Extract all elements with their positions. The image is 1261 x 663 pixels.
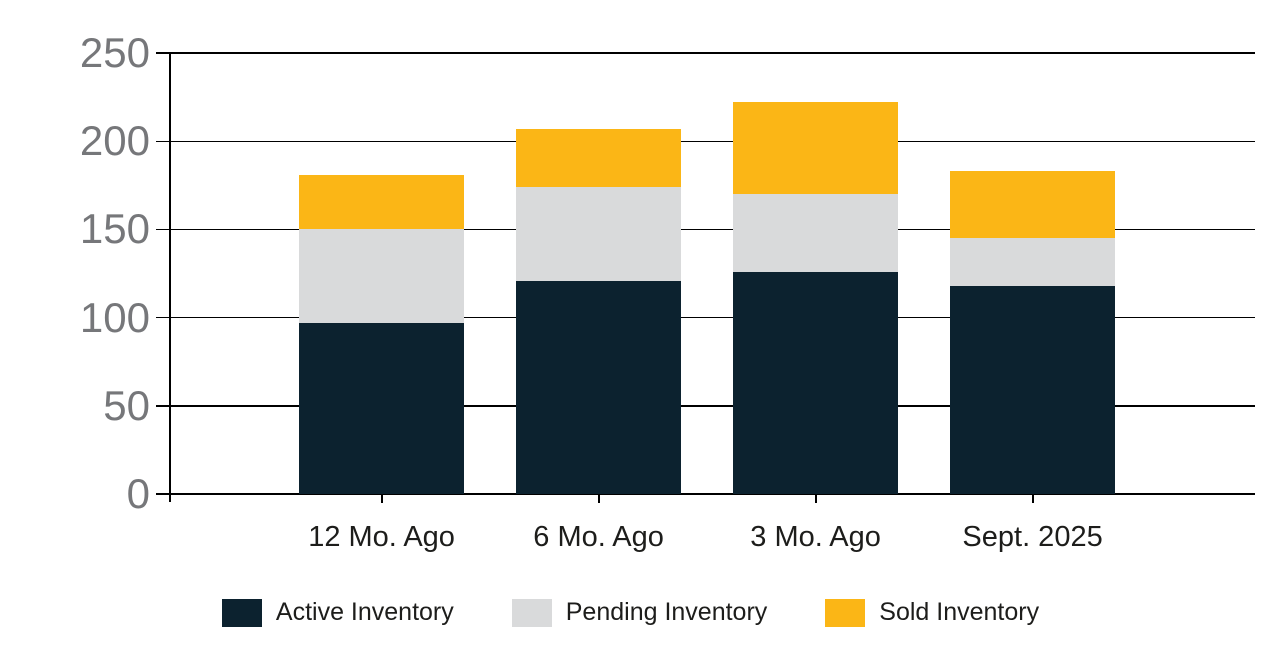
- segment-pending-inventory: [299, 229, 465, 323]
- bar-3-mo-ago: [733, 102, 899, 494]
- chart-legend: Active Inventory Pending Inventory Sold In…: [0, 598, 1261, 627]
- x-category-label: 6 Mo. Ago: [533, 521, 664, 553]
- x-category-label: Sept. 2025: [962, 521, 1103, 553]
- y-axis-line: [169, 53, 171, 502]
- y-tick-label: 200: [79, 117, 150, 165]
- legend-item-sold-inventory: Sold Inventory: [825, 598, 1039, 627]
- y-tick-label: 150: [79, 205, 150, 253]
- segment-active-inventory: [299, 322, 465, 494]
- segment-sold-inventory: [299, 174, 465, 230]
- gridline-y-0: [156, 493, 1255, 495]
- legend-item-pending-inventory: Pending Inventory: [511, 598, 768, 627]
- segment-sold-inventory: [950, 171, 1116, 239]
- x-category-label: 3 Mo. Ago: [750, 521, 881, 553]
- gridline-y-50: [156, 405, 1255, 407]
- x-tick: [1031, 494, 1034, 503]
- segment-active-inventory: [950, 285, 1116, 494]
- x-tick: [814, 494, 817, 503]
- legend-label: Pending Inventory: [565, 598, 768, 626]
- segment-sold-inventory: [733, 102, 899, 195]
- legend-swatch-icon: [511, 598, 552, 627]
- segment-active-inventory: [733, 271, 899, 494]
- y-tick-label: 100: [79, 293, 150, 341]
- gridline-y-150: [156, 228, 1255, 231]
- segment-pending-inventory: [950, 238, 1116, 286]
- y-tick-label: 0: [126, 470, 150, 517]
- y-axis-labels: 0 50 100 150 200 250: [0, 32, 150, 515]
- segment-pending-inventory: [516, 187, 682, 281]
- segment-active-inventory: [516, 280, 682, 494]
- gridline-y-200: [156, 140, 1255, 142]
- x-category-label: 12 Mo. Ago: [308, 521, 455, 553]
- legend-label: Active Inventory: [275, 598, 454, 626]
- legend-label: Sold Inventory: [879, 598, 1040, 626]
- bar-sept-2025: [950, 171, 1116, 494]
- legend-swatch-icon: [825, 598, 866, 627]
- bar-6-mo-ago: [516, 128, 682, 494]
- legend-swatch-icon: [221, 598, 262, 627]
- gridline-y-100: [156, 316, 1255, 319]
- x-tick: [380, 494, 383, 503]
- segment-pending-inventory: [733, 194, 899, 272]
- gridline-y-250: [156, 52, 1255, 54]
- bar-12-mo-ago: [299, 174, 465, 494]
- segment-sold-inventory: [516, 128, 682, 188]
- y-tick-label: 250: [79, 29, 150, 76]
- y-tick-label: 50: [103, 381, 150, 429]
- legend-item-active-inventory: Active Inventory: [221, 598, 454, 627]
- plot-area: 12 Mo. Ago 6 Mo. Ago 3 Mo. Ago Sept. 2025: [156, 52, 1255, 553]
- x-tick: [597, 494, 600, 503]
